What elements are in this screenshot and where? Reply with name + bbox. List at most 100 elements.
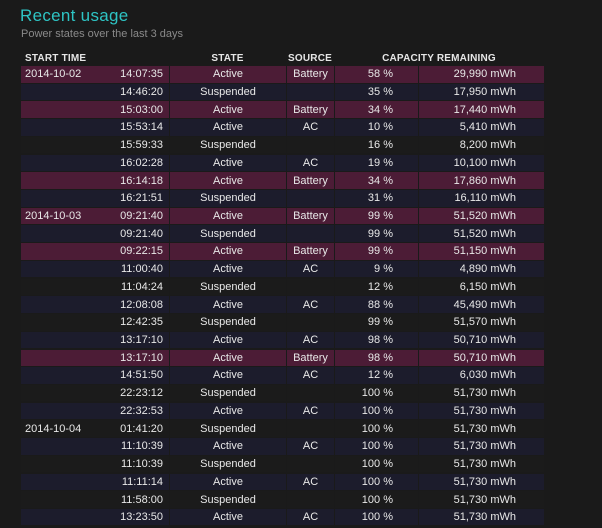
cell-source: AC <box>286 508 334 526</box>
cell-state: Suspended <box>169 420 286 437</box>
cell-source: Battery <box>286 101 334 118</box>
cell-source: AC <box>286 438 334 455</box>
cell-capacity-mwh: 50,710 mWh <box>418 331 544 349</box>
table-row: 11:11:14 Active AC 100 % 51,730 mWh <box>21 473 544 491</box>
cell-capacity-percent: 100 % <box>334 491 418 508</box>
cell-state: Suspended <box>169 278 286 296</box>
cell-capacity-mwh: 10,100 mWh <box>418 154 544 172</box>
table-row: 09:22:15 Active Battery 99 % 51,150 mWh <box>21 243 544 260</box>
cell-time: 13:23:50 <box>120 511 163 524</box>
cell-state: Active <box>169 331 286 349</box>
cell-state: Active <box>169 402 286 420</box>
cell-state: Active <box>169 349 286 366</box>
cell-capacity-percent: 100 % <box>334 420 418 437</box>
cell-source: Battery <box>286 66 334 83</box>
table-row: 16:14:18 Active Battery 34 % 17,860 mWh <box>21 172 544 189</box>
table-row: 09:21:40 Suspended 99 % 51,520 mWh <box>21 225 544 242</box>
cell-capacity-mwh: 6,150 mWh <box>418 278 544 296</box>
cell-capacity-percent: 100 % <box>334 384 418 402</box>
cell-state: Suspended <box>169 136 286 154</box>
cell-capacity-percent: 99 % <box>334 225 418 242</box>
cell-capacity-mwh: 29,990 mWh <box>418 66 544 83</box>
cell-capacity-percent: 16 % <box>334 136 418 154</box>
cell-capacity-mwh: 51,570 mWh <box>418 314 544 331</box>
table-row: 2014-10-02 14:07:35 Active Battery 58 % 29,99… <box>21 66 544 83</box>
cell-time: 11:00:40 <box>120 263 163 276</box>
cell-source <box>286 83 334 101</box>
table-row: 15:59:33 Suspended 16 % 8,200 mWh <box>21 136 544 154</box>
cell-source <box>286 225 334 242</box>
table-header: START TIME STATE SOURCE CAPACITY REMAINI… <box>21 51 544 66</box>
table-row: 2014-10-04 01:41:20 Suspended 100 % 51,730 m… <box>21 420 544 437</box>
cell-time: 09:21:40 <box>120 227 163 240</box>
cell-capacity-percent: 34 % <box>334 101 418 118</box>
cell-source: Battery <box>286 172 334 189</box>
cell-capacity-mwh: 51,150 mWh <box>418 243 544 260</box>
column-header-capacity: CAPACITY REMAINING <box>382 53 496 64</box>
cell-time: 15:53:14 <box>120 121 163 134</box>
cell-state: Suspended <box>169 455 286 473</box>
cell-state: Suspended <box>169 225 286 242</box>
cell-time: 01:41:20 <box>120 422 163 435</box>
cell-state: Suspended <box>169 491 286 508</box>
cell-state: Active <box>169 66 286 83</box>
cell-source: AC <box>286 260 334 278</box>
cell-capacity-percent: 34 % <box>334 172 418 189</box>
cell-capacity-percent: 100 % <box>334 402 418 420</box>
cell-state: Active <box>169 473 286 491</box>
cell-time: 16:02:28 <box>120 156 163 169</box>
table-row: 11:00:40 Active AC 9 % 4,890 mWh <box>21 260 544 278</box>
table-row: 22:23:12 Suspended 100 % 51,730 mWh <box>21 384 544 402</box>
cell-state: Active <box>169 260 286 278</box>
cell-source <box>286 420 334 437</box>
section-subtitle: Power states over the last 3 days <box>21 28 184 40</box>
cell-capacity-percent: 99 % <box>334 207 418 225</box>
cell-capacity-mwh: 51,730 mWh <box>418 402 544 420</box>
table-row: 13:17:10 Active Battery 98 % 50,710 mWh <box>21 349 544 366</box>
column-header-start-time: START TIME <box>25 53 87 64</box>
cell-state: Active <box>169 154 286 172</box>
cell-source: Battery <box>286 349 334 366</box>
cell-source <box>286 136 334 154</box>
cell-time: 11:04:24 <box>120 280 163 293</box>
cell-capacity-mwh: 51,520 mWh <box>418 207 544 225</box>
table-row: 12:42:35 Suspended 99 % 51,570 mWh <box>21 314 544 331</box>
cell-source: Battery <box>286 207 334 225</box>
cell-capacity-percent: 100 % <box>334 455 418 473</box>
cell-time: 16:21:51 <box>120 192 163 205</box>
cell-time: 22:32:53 <box>120 404 163 417</box>
cell-capacity-percent: 35 % <box>334 83 418 101</box>
cell-capacity-mwh: 51,730 mWh <box>418 455 544 473</box>
cell-source <box>286 314 334 331</box>
column-header-state: STATE <box>211 53 244 64</box>
cell-capacity-mwh: 4,890 mWh <box>418 260 544 278</box>
cell-capacity-percent: 58 % <box>334 66 418 83</box>
cell-date: 2014-10-02 <box>25 68 82 81</box>
cell-capacity-percent: 99 % <box>334 314 418 331</box>
table-row: 11:04:24 Suspended 12 % 6,150 mWh <box>21 278 544 296</box>
cell-time: 11:10:39 <box>120 440 163 453</box>
cell-state: Active <box>169 296 286 313</box>
cell-capacity-mwh: 8,200 mWh <box>418 136 544 154</box>
cell-time: 14:51:50 <box>120 369 163 382</box>
cell-source: AC <box>286 331 334 349</box>
table-row: 12:08:08 Active AC 88 % 45,490 mWh <box>21 296 544 313</box>
cell-date: 2014-10-04 <box>25 422 82 435</box>
table-row: 14:46:20 Suspended 35 % 17,950 mWh <box>21 83 544 101</box>
cell-source: AC <box>286 473 334 491</box>
cell-capacity-mwh: 51,730 mWh <box>418 438 544 455</box>
cell-capacity-mwh: 17,440 mWh <box>418 101 544 118</box>
table-row: 15:53:14 Active AC 10 % 5,410 mWh <box>21 119 544 136</box>
cell-source <box>286 455 334 473</box>
cell-capacity-percent: 98 % <box>334 349 418 366</box>
cell-capacity-percent: 88 % <box>334 296 418 313</box>
cell-time: 15:59:33 <box>120 139 163 152</box>
cell-state: Active <box>169 508 286 526</box>
cell-capacity-percent: 100 % <box>334 473 418 491</box>
table-row: 22:32:53 Active AC 100 % 51,730 mWh <box>21 402 544 420</box>
cell-date: 2014-10-03 <box>25 210 82 222</box>
cell-time: 14:46:20 <box>120 85 163 98</box>
cell-capacity-mwh: 51,730 mWh <box>418 384 544 402</box>
cell-capacity-percent: 19 % <box>334 154 418 172</box>
